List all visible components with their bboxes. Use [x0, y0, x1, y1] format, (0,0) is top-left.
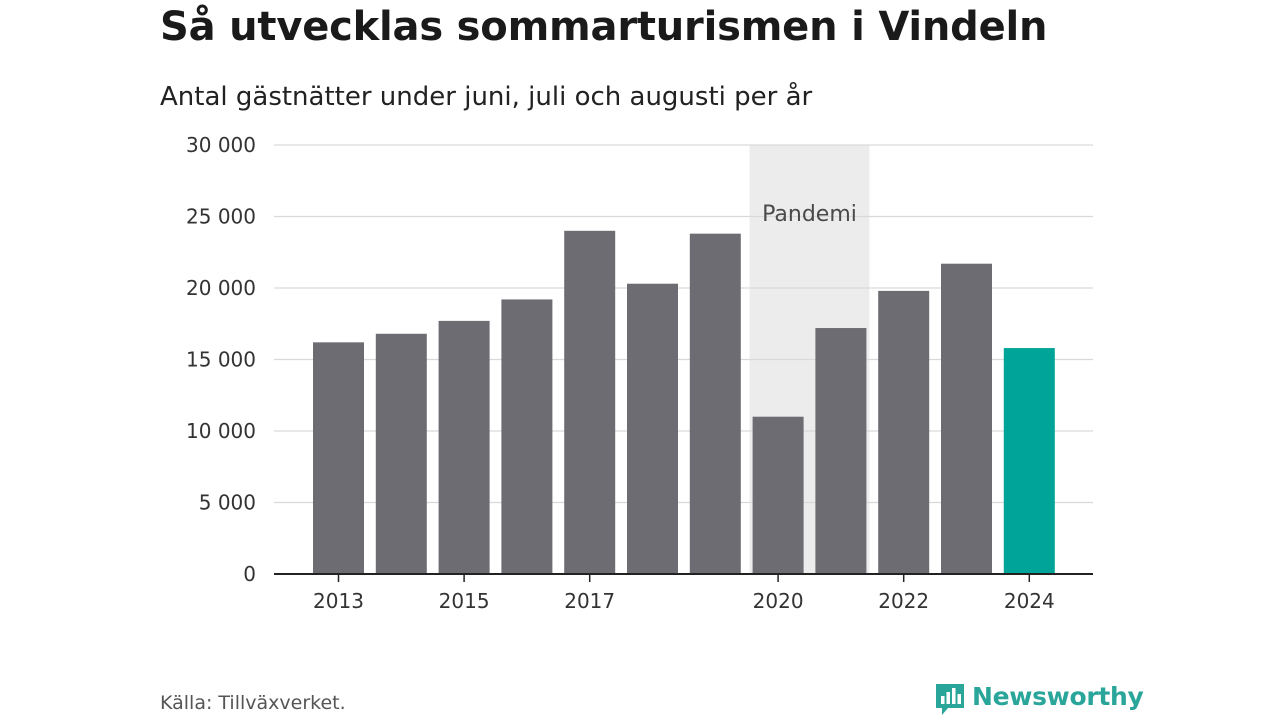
x-tick-label: 2017 [564, 589, 615, 613]
bar-2019 [689, 233, 741, 574]
x-tick-label: 2013 [313, 589, 364, 613]
bar-2023 [941, 263, 992, 574]
chart-title: Så utvecklas sommarturismen i Vindeln [160, 4, 1048, 50]
y-tick-label: 0 [243, 562, 256, 586]
source-note: Källa: Tillväxverket. [160, 692, 346, 714]
bar-2018 [627, 283, 678, 574]
bar-2020 [752, 416, 804, 574]
bar-2017 [564, 230, 616, 575]
bar-2022 [878, 290, 930, 574]
bar-chart-speech-bubble-icon [936, 684, 964, 715]
bar-2013 [313, 342, 364, 574]
y-tick-label: 15 000 [186, 348, 256, 372]
bar-2021 [815, 328, 867, 574]
x-tick-label: 2024 [1004, 589, 1055, 613]
chart-subtitle: Antal gästnätter under juni, juli och au… [160, 82, 813, 112]
bar-2014 [375, 333, 427, 574]
x-tick-label: 2022 [878, 589, 929, 613]
y-tick-label: 20 000 [186, 276, 256, 300]
brand-name: Newsworthy [972, 682, 1144, 711]
y-tick-label: 5 000 [199, 491, 256, 515]
pandemic-band-label: Pandemi [762, 202, 857, 227]
x-tick-label: 2020 [753, 589, 804, 613]
bar-2016 [501, 299, 553, 574]
y-tick-label: 25 000 [186, 205, 256, 229]
bar-2024 [1003, 348, 1055, 574]
bar-2015 [438, 320, 490, 574]
x-tick-label: 2015 [439, 589, 490, 613]
y-tick-label: 30 000 [186, 133, 256, 157]
y-tick-label: 10 000 [186, 419, 256, 443]
brand-logo: Newsworthy [934, 682, 1144, 722]
